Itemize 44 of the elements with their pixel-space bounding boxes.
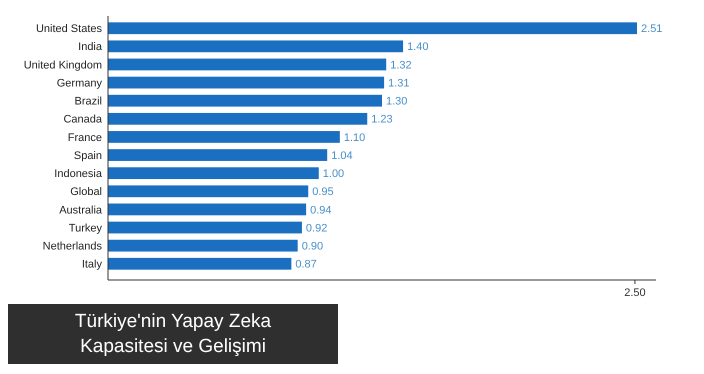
data-label: 1.00: [322, 168, 344, 180]
bar: [108, 58, 386, 70]
bar: [108, 40, 404, 52]
y-tick-label: Italy: [82, 258, 102, 271]
y-tick-label: India: [78, 41, 103, 54]
data-label: 0.95: [312, 186, 334, 198]
data-label: 1.31: [388, 77, 410, 90]
data-label: 0.94: [310, 204, 332, 216]
data-label: 0.87: [295, 258, 317, 271]
bar: [108, 131, 340, 143]
y-tick-label: Global: [70, 186, 102, 198]
bar: [108, 149, 328, 161]
y-tick-label: Spain: [74, 150, 102, 162]
y-tick-label: Canada: [63, 114, 103, 126]
text: Türkiye'nin Yapay Zeka Kapasitesi ve Gelişimi: [8, 304, 338, 364]
y-tick-label: Australia: [59, 204, 103, 216]
bar: [108, 22, 638, 34]
bar: [108, 94, 382, 107]
y-tick-label: Brazil: [74, 96, 102, 108]
y-tick-label: United States: [36, 23, 102, 36]
data-label: 1.04: [331, 150, 353, 162]
y-tick-label: Netherlands: [42, 240, 102, 252]
data-label: 2.51: [641, 23, 662, 36]
x-tick-label: 2.50: [624, 287, 646, 299]
y-tick-label: Turkey: [68, 222, 102, 234]
bar: [108, 76, 384, 88]
data-label: 0.92: [306, 222, 328, 234]
y-tick-label: United Kingdom: [24, 59, 102, 72]
data-label: 1.32: [390, 59, 412, 72]
bar: [108, 258, 292, 270]
y-tick-label: France: [68, 132, 102, 144]
data-label: 1.30: [386, 96, 408, 108]
bar: [108, 167, 319, 180]
bar: [108, 222, 302, 234]
bar: [108, 112, 368, 125]
y-tick-label: Germany: [56, 77, 102, 90]
bar: [108, 185, 308, 198]
bar: [108, 204, 306, 216]
bar: [108, 240, 298, 252]
data-label: 0.90: [302, 240, 324, 252]
data-label: 1.10: [344, 132, 366, 144]
data-label: 1.40: [407, 41, 428, 54]
data-label: 1.23: [371, 114, 393, 126]
y-tick-label: Indonesia: [54, 168, 103, 180]
